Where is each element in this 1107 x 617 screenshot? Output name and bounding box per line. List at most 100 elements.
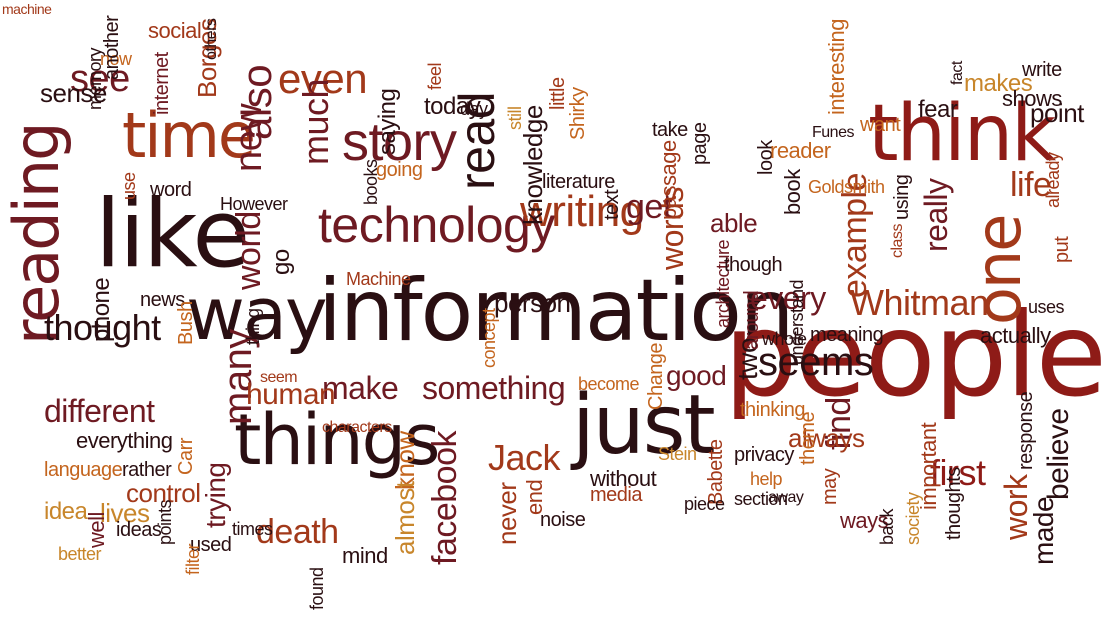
word-thinking: thinking <box>740 399 805 421</box>
word-back: back <box>877 508 897 545</box>
word-piece: piece <box>684 494 725 514</box>
word-literature: literature <box>542 171 615 193</box>
word-funes: Funes <box>812 124 854 141</box>
word-never: never <box>492 482 522 545</box>
word-something: something <box>422 370 566 406</box>
word-trying: trying <box>200 462 231 528</box>
word-thing: thing <box>243 308 263 345</box>
word-control: control <box>126 478 201 508</box>
word-class: class <box>889 224 906 258</box>
word-already: already <box>1043 152 1063 208</box>
word-first: first <box>930 452 986 493</box>
word-see: see <box>70 58 130 100</box>
word-times: times <box>232 519 273 539</box>
word-page: page <box>689 122 711 166</box>
word-writing: writing <box>520 187 644 236</box>
word-better: better <box>58 544 102 564</box>
word-reader: reader <box>770 138 831 163</box>
word-ways: ways <box>840 508 889 533</box>
word-seem: seem <box>260 369 298 386</box>
word-life: life <box>1010 166 1052 204</box>
word-things: things <box>234 399 441 481</box>
word-found: found <box>307 567 327 610</box>
word-text: text <box>601 189 623 220</box>
word-shirky: Shirky <box>567 87 589 140</box>
word-made: made <box>1028 496 1059 565</box>
word-go: go <box>268 249 295 275</box>
word-machine: Machine <box>346 269 411 289</box>
word-social: social <box>148 18 202 43</box>
word-phone: phone <box>88 277 115 342</box>
word-feel: feel <box>425 62 445 90</box>
word-day: day <box>460 99 488 119</box>
word-using: using <box>891 174 913 220</box>
word-away: away <box>768 489 804 506</box>
word-interesting: interesting <box>824 18 849 115</box>
word-whitman: Whitman <box>850 282 989 323</box>
word-books: books <box>361 159 381 205</box>
word-book: book <box>780 169 805 215</box>
word-able: able <box>710 208 758 238</box>
word-around: around <box>741 290 763 350</box>
word-makes: makes <box>964 70 1033 97</box>
word-news: news <box>140 289 185 311</box>
word-today: today <box>424 93 481 120</box>
word-everything: everything <box>76 428 173 453</box>
word-concept: concept <box>479 308 499 368</box>
word-put: put <box>1051 236 1073 263</box>
word-another: another <box>101 15 123 80</box>
word-though: though <box>724 254 783 276</box>
word-used: used <box>190 534 232 556</box>
word-new: new <box>228 103 270 172</box>
word-take: take <box>652 119 688 141</box>
word-human: human <box>246 378 336 411</box>
word-just: just <box>572 378 716 473</box>
word-may: may <box>819 468 841 505</box>
word-time: time <box>122 99 256 172</box>
word-get: get <box>626 188 672 226</box>
word-filter: filter <box>183 543 203 575</box>
word-people: people <box>723 288 1107 423</box>
word-still: still <box>505 106 525 131</box>
word-goldsmith: Goldsmith <box>808 177 885 197</box>
word-lives: lives <box>100 498 150 528</box>
word-noise: noise <box>540 509 586 531</box>
word-like: like <box>95 180 250 289</box>
word-characters: characters <box>322 419 392 436</box>
word-little: little <box>547 77 569 110</box>
word-technology: technology <box>318 197 555 253</box>
word-much: much <box>295 78 336 165</box>
word-section: section <box>734 489 788 509</box>
word-jack: Jack <box>488 437 561 478</box>
word-stein: Stein <box>658 444 697 464</box>
word-every: every <box>750 280 826 316</box>
word-good: good <box>666 360 727 391</box>
word-become: become <box>578 374 640 394</box>
word-always: always <box>788 423 865 453</box>
word-fear: fear <box>918 96 958 123</box>
word-want: want <box>860 114 901 136</box>
word-machine: machine <box>2 1 52 17</box>
word-write: write <box>1022 59 1062 81</box>
word-world: world <box>230 211 268 290</box>
word-now: now <box>100 49 132 69</box>
word-use: use <box>119 172 139 200</box>
word-thoughts: thoughts <box>943 467 965 540</box>
word-response: response <box>1015 391 1037 470</box>
word-seems: seems <box>758 340 874 384</box>
word-meaning: meaning <box>810 324 884 346</box>
word-facebook: facebook <box>426 431 464 565</box>
word-passage: passage <box>656 140 681 220</box>
word-internet: internet <box>151 52 173 115</box>
word-make: make <box>322 370 399 406</box>
word-shows: shows <box>1002 86 1062 111</box>
word-point: point <box>1030 98 1084 128</box>
word-well: well <box>84 512 109 548</box>
word-way: way <box>186 272 328 356</box>
word-almost: almost <box>390 481 420 555</box>
word-without: without <box>590 466 657 491</box>
word-language: language <box>44 459 123 481</box>
word-story: story <box>342 112 457 172</box>
word-others: others <box>203 18 220 60</box>
